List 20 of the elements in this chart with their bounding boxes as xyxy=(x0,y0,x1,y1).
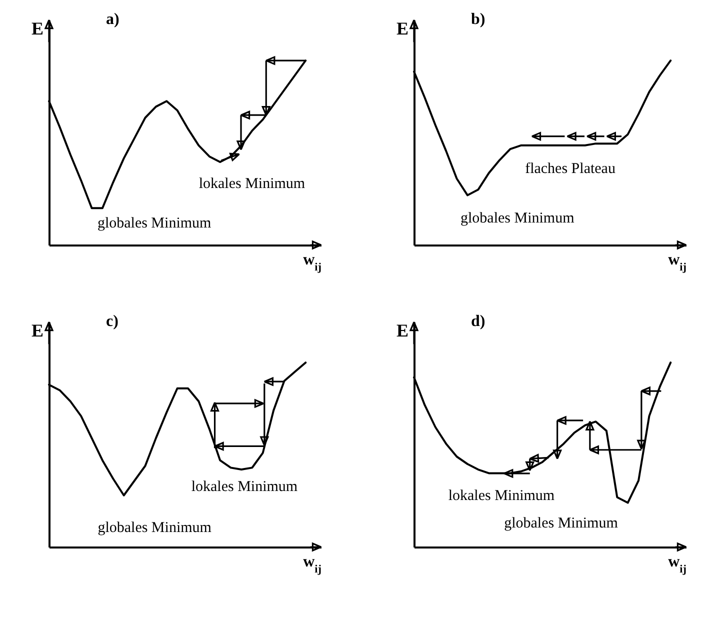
y-axis-title: E xyxy=(396,18,408,38)
chart-title: a) xyxy=(106,10,120,28)
chart-title: b) xyxy=(470,10,486,28)
x-axis-title: w$_{ij}$ xyxy=(303,554,322,576)
annotation: lokales Minimum xyxy=(448,488,555,504)
y-axis-title: E xyxy=(396,320,408,340)
y-axis-title: E xyxy=(31,18,44,38)
chart-title: d) xyxy=(470,312,486,330)
y-axis-title: E xyxy=(31,320,44,340)
annotation: flaches Plateau xyxy=(525,161,616,178)
chart-title: c) xyxy=(106,312,118,330)
annotation: lokales Minimum xyxy=(198,176,306,192)
annotation: globales Minimum xyxy=(98,520,212,536)
x-axis-title: w$_{ij}$ xyxy=(668,252,687,274)
annotation: globales Minimum xyxy=(504,515,618,532)
annotation: globales Minimum xyxy=(460,210,575,227)
x-axis-title: w$_{ij}$ xyxy=(668,554,687,576)
annotation: globales Minimum xyxy=(97,215,212,232)
annotation: lokales Minimum xyxy=(191,479,298,496)
x-axis-title: w$_{ij}$ xyxy=(303,252,322,274)
